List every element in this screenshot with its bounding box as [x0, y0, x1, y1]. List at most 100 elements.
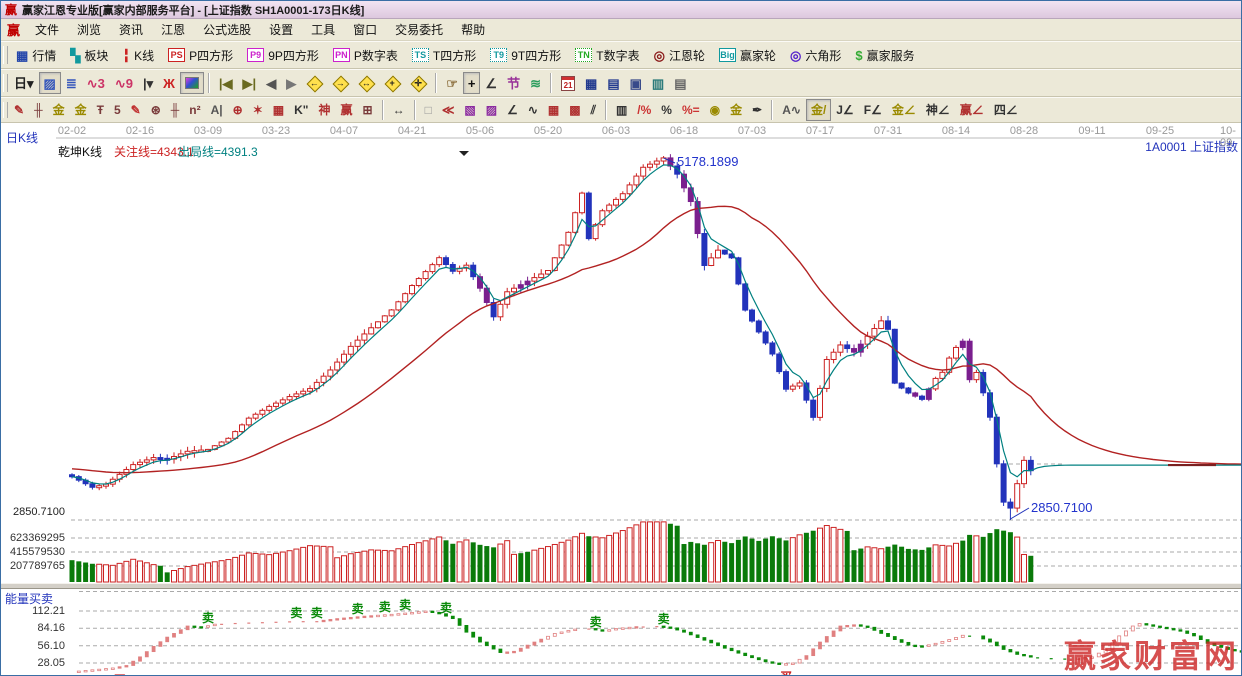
tool-pen-button[interactable]: ✎	[9, 99, 29, 121]
menu-item-settings[interactable]: 设置	[269, 23, 294, 37]
wave-3-button[interactable]: ∿3	[82, 72, 110, 94]
tool-fan-box-button[interactable]: ▧	[459, 99, 480, 121]
tool-gold-circle-button[interactable]: ◉	[705, 99, 725, 121]
tool-fence-button[interactable]: ╫	[29, 99, 48, 121]
kline-button[interactable]: ╏ K线	[115, 44, 161, 66]
tool-red-grid-button[interactable]: ▦	[543, 99, 564, 121]
tool-grid-web-button[interactable]: ▦	[268, 99, 289, 121]
copy-page-button[interactable]: ▥	[647, 72, 669, 94]
step-back-button[interactable]: ◀	[261, 72, 281, 94]
tool-clock-circle-button[interactable]: ⊛	[146, 99, 166, 121]
9t-square-button[interactable]: T9 9T四方形	[483, 44, 568, 66]
menu-item-file[interactable]: 文件	[35, 23, 60, 37]
jump-first-button[interactable]: |◀	[214, 72, 238, 94]
gann-wheel-button[interactable]: ◎ 江恩轮	[647, 44, 712, 66]
9p-square-button[interactable]: P9 9P四方形	[240, 44, 326, 66]
fractal-button[interactable]: Ж	[158, 72, 180, 94]
calendar-button[interactable]: 21	[556, 72, 580, 94]
diamond-shift-left-button[interactable]: ←	[301, 72, 327, 94]
menu-item-formula-stock-picker[interactable]: 公式选股	[203, 23, 252, 37]
tool-four-angle-button[interactable]: 四∠	[989, 99, 1023, 121]
tool-star-web-button[interactable]: ✶	[248, 99, 268, 121]
winner-wheel-button[interactable]: Big 赢家轮	[712, 44, 783, 66]
tool-angle-rays-button[interactable]: ∠	[502, 99, 523, 121]
tool-ying-grid-button[interactable]: 赢	[335, 99, 357, 121]
tool-five-gate-button[interactable]: 5	[109, 99, 126, 121]
tool-gold-gate-2-button[interactable]: 金	[70, 99, 92, 121]
tool-red-grid-2-button[interactable]: ▩	[564, 99, 585, 121]
main-chart-canvas[interactable]	[1, 123, 1242, 676]
tool-multi-line-button[interactable]: ⫽	[586, 99, 601, 121]
period-day-dropdown-button[interactable]: 日▾	[9, 72, 39, 94]
quotes-button[interactable]: ▦ 行情	[9, 44, 63, 66]
gann-node-button[interactable]: 节	[502, 72, 525, 94]
tool-ray-fan-button[interactable]: ≪	[437, 99, 460, 121]
tool-target-circle-button[interactable]: ⊕	[228, 99, 248, 121]
period-day-dropdown-icon: 日▾	[14, 75, 34, 91]
winner-service-button[interactable]: $ 赢家服务	[848, 44, 921, 66]
step-forward-button[interactable]: ▶	[281, 72, 301, 94]
t-square-button[interactable]: TS T四方形	[405, 44, 483, 66]
calculator-button[interactable]: ▦	[580, 72, 602, 94]
crosshair-button[interactable]: +	[462, 72, 481, 94]
p-square-button[interactable]: PS P四方形	[161, 44, 240, 66]
menu-item-window[interactable]: 窗口	[353, 23, 378, 37]
menu-item-browse[interactable]: 浏览	[77, 23, 102, 37]
t-number-table-button[interactable]: TN T数字表	[568, 44, 646, 66]
diamond-expand-button[interactable]: ↔	[353, 72, 379, 94]
tool-j-angle-button[interactable]: J∠	[831, 99, 858, 121]
tool-percent-button[interactable]: %	[656, 99, 677, 121]
menu-item-help[interactable]: 帮助	[461, 23, 486, 37]
menu-item-news[interactable]: 资讯	[119, 23, 144, 37]
chart-style-button[interactable]: ▨	[38, 72, 61, 94]
tool-gold-gate-1-button[interactable]: 金	[48, 99, 70, 121]
indicator-scale-label: 28.05	[37, 657, 65, 669]
tool-gold-slash-button[interactable]: 金/	[805, 99, 832, 121]
menu-item-trade-order[interactable]: 交易委托	[395, 23, 444, 37]
single-candle-dropdown-button[interactable]: |▾	[138, 72, 158, 94]
hand-pan-button[interactable]: ☞	[441, 72, 463, 94]
tool-fence-2-button[interactable]: ╫	[166, 99, 185, 121]
menu-item-gann[interactable]: 江恩	[161, 23, 186, 37]
tool-gold-level-button[interactable]: 金	[725, 99, 747, 121]
spectrum-button[interactable]	[179, 72, 204, 94]
notes-button[interactable]: ▤	[602, 72, 624, 94]
p-number-table-button[interactable]: PN P数字表	[326, 44, 405, 66]
diamond-shift-right-button[interactable]: →	[327, 72, 353, 94]
diamond-full-button[interactable]: ✛	[405, 72, 431, 94]
tool-gold-angle-button[interactable]: 金∠	[887, 99, 921, 121]
tool-ink-pen-button[interactable]: ✒	[747, 99, 767, 121]
tool-a-channel-button[interactable]: A|	[206, 99, 228, 121]
tool-percent-line-button[interactable]: /%	[632, 99, 656, 121]
mind-wave-button[interactable]: ≋	[525, 72, 546, 94]
tool-shen-angle-button[interactable]: 神∠	[921, 99, 955, 121]
tool-f-angle-button[interactable]: F∠	[859, 99, 887, 121]
hexagon-button[interactable]: ◎ 六角形	[783, 44, 848, 66]
tool-f-gate-button[interactable]: Ŧ	[92, 99, 109, 121]
menu-item-tools[interactable]: 工具	[311, 23, 336, 37]
tool-box-button[interactable]: □	[420, 99, 437, 121]
sectors-button[interactable]: ▚ 板块	[63, 44, 115, 66]
jump-last-button[interactable]: ▶|	[238, 72, 262, 94]
sell-signal-marker: 卖	[290, 606, 303, 621]
diamond-compress-button[interactable]: +	[379, 72, 405, 94]
tool-brush-button[interactable]: ✎	[126, 99, 146, 121]
angle-measure-button[interactable]: ∠	[480, 72, 502, 94]
tool-n-squared-button[interactable]: n²	[184, 99, 205, 121]
save-button[interactable]: ▣	[625, 72, 647, 94]
tool-wave-ruler-button[interactable]: A∿	[777, 99, 806, 121]
tool-zigzag-button[interactable]: ∿	[523, 99, 543, 121]
tool-percent-level-button[interactable]: %=	[677, 99, 705, 121]
tool-fan-box-2-button[interactable]: ▨	[481, 99, 502, 121]
info-list-button[interactable]: ≣	[61, 72, 82, 94]
tool-shen-grid-button[interactable]: 神	[313, 99, 335, 121]
print-button[interactable]: ▤	[669, 72, 691, 94]
tool-stats-table-button[interactable]: ▥	[611, 99, 632, 121]
tool-width-measure-button[interactable]: ↔	[388, 99, 410, 121]
tool-ruler-123-button[interactable]: ⊞	[358, 99, 378, 121]
tool-ying-angle-button[interactable]: 赢∠	[955, 99, 989, 121]
panel-divider[interactable]	[1, 583, 1241, 589]
tool-k-mark-button[interactable]: K"	[289, 99, 313, 121]
sell-signal-marker: 卖	[657, 611, 670, 626]
wave-9-button[interactable]: ∿9	[110, 72, 138, 94]
